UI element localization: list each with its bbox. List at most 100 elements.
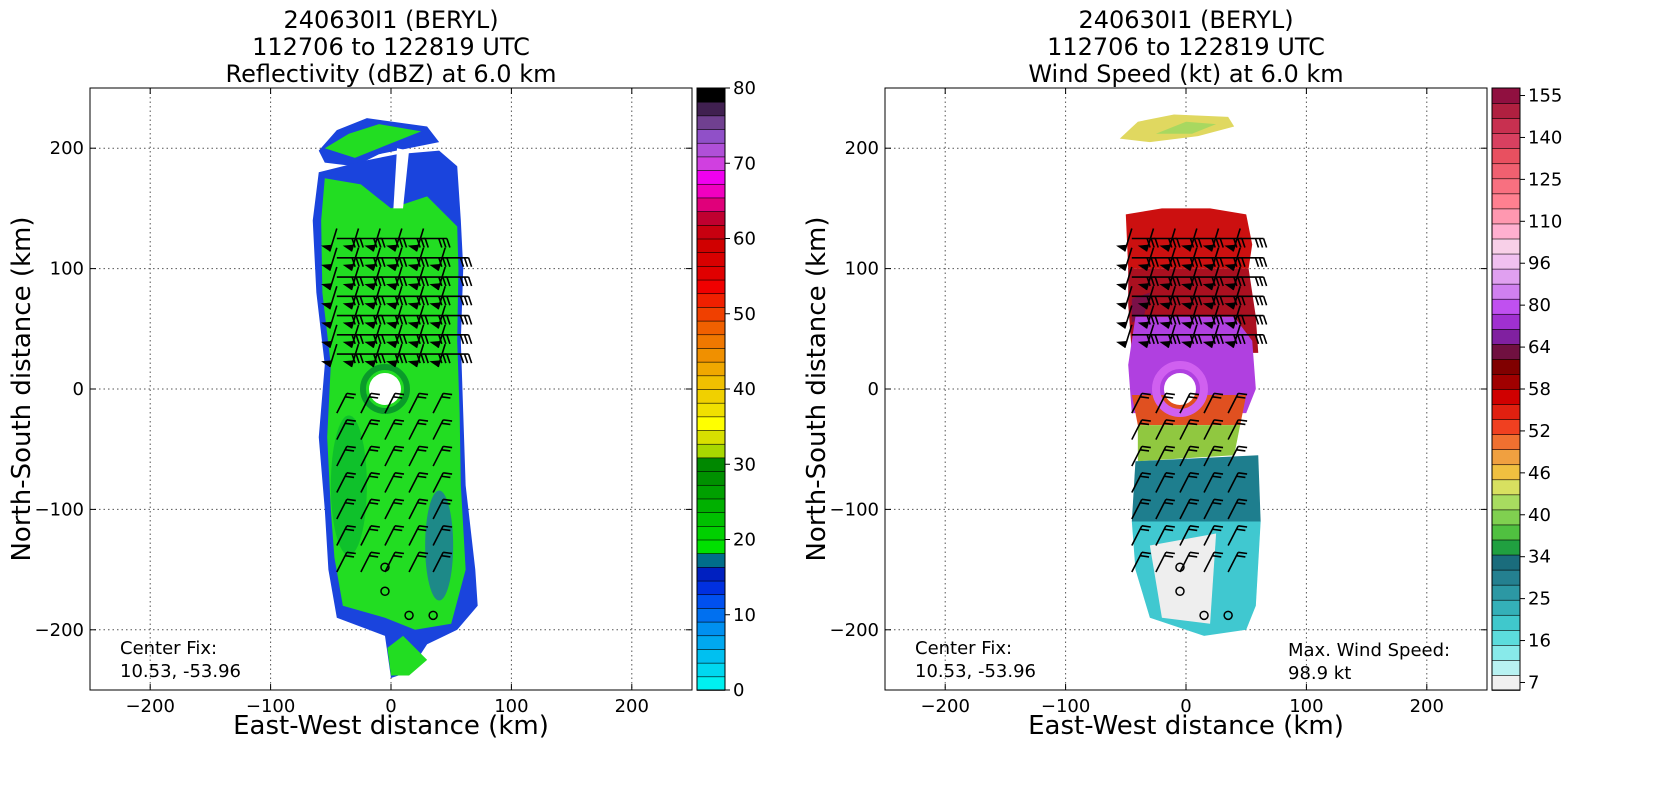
wind-barb xyxy=(1188,305,1198,329)
wind-barb-flag xyxy=(442,276,447,287)
colorbar-swatch xyxy=(1491,539,1521,556)
wind-barb-flag xyxy=(359,276,364,287)
wind-barb xyxy=(1210,286,1220,310)
wind-barb-pennant xyxy=(321,321,332,329)
wind-barb-flag xyxy=(1254,315,1260,325)
wind-barb-flag xyxy=(463,353,469,364)
wind-barb-flag xyxy=(1197,238,1203,248)
wind-barb-pennant xyxy=(1202,244,1214,252)
wind-barb-flag xyxy=(418,472,429,475)
colorbar-swatch xyxy=(696,210,726,226)
wind-barb-flag xyxy=(420,276,425,287)
colorbar-swatch xyxy=(1491,448,1521,466)
colorbar-tick-label: 7 xyxy=(1528,672,1539,693)
wind-barb-flag xyxy=(424,276,429,287)
colorbar-swatch xyxy=(696,580,726,596)
colorbar-swatch xyxy=(696,279,726,295)
wind-barb-pennant xyxy=(321,302,332,310)
wind-barb-flag xyxy=(1213,419,1224,422)
y-tick-label: 100 xyxy=(845,259,879,280)
colorbar-swatch xyxy=(696,402,726,418)
wind-barb-flag xyxy=(1197,315,1203,325)
wind-barb xyxy=(1167,228,1176,252)
wind-barb-flag xyxy=(417,422,427,426)
wind-barb-pennant xyxy=(407,341,419,348)
wind-barb-flag xyxy=(1140,396,1150,399)
wind-barb-pennant xyxy=(429,341,441,348)
colorbar-swatch xyxy=(1491,599,1521,616)
wind-barb-flag xyxy=(1193,315,1199,325)
wind-barb-flag xyxy=(1237,257,1242,268)
wind-barb-pennant xyxy=(1224,321,1236,329)
colorbar-swatch xyxy=(1491,343,1521,360)
colorbar-swatch xyxy=(696,525,726,541)
wind-barb xyxy=(1123,305,1133,329)
wind-barb-pennant xyxy=(1137,283,1149,290)
wind-barb-flag xyxy=(424,353,429,364)
wind-barb-flag xyxy=(370,472,380,475)
wind-barb-flag xyxy=(1164,396,1174,399)
wind-barb-flag xyxy=(1237,276,1242,287)
wind-barb-flag xyxy=(1238,419,1248,422)
wind-barb-flag xyxy=(1212,448,1222,452)
colorbar-swatch xyxy=(696,361,726,377)
wind-barb-flag xyxy=(467,276,473,287)
x-tick-label: 100 xyxy=(1289,696,1323,717)
wind-barb-flag xyxy=(1188,475,1198,479)
wind-barb-flag xyxy=(402,276,408,287)
wind-barb-flag xyxy=(418,525,429,528)
colorbar-swatch xyxy=(1491,478,1521,496)
wind-barb-flag xyxy=(446,276,451,287)
colorbar-swatch xyxy=(1491,117,1521,134)
x-tick-label: −200 xyxy=(125,696,174,717)
wind-barb-flag xyxy=(1154,238,1159,248)
wind-barb-flag xyxy=(1254,257,1260,268)
colorbar-swatch xyxy=(1491,674,1521,691)
colorbar-tick-label: 16 xyxy=(1528,631,1551,652)
chart-title-line: 112706 to 122819 UTC xyxy=(1047,33,1325,61)
wind-barb-flag xyxy=(442,334,447,345)
wind-barb-flag xyxy=(443,472,453,475)
wind-barb-flag xyxy=(1236,448,1246,452)
wind-barb-flag xyxy=(1150,257,1155,268)
wind-barb-flag xyxy=(1212,554,1222,558)
wind-barb xyxy=(328,247,338,271)
wind-barb-pennant xyxy=(407,244,419,252)
wind-barb-flag xyxy=(467,353,473,364)
colorbar-tick-label: 70 xyxy=(733,153,756,174)
wind-barb-flag xyxy=(1193,257,1199,268)
y-tick-label: −100 xyxy=(35,499,84,520)
chart-title-line: 240630I1 (BERYL) xyxy=(1078,6,1293,34)
wind-barb-pennant xyxy=(1159,244,1171,252)
wind-barb-flag xyxy=(1237,238,1242,248)
wind-barb-pennant xyxy=(429,264,441,271)
wind-barb-flag xyxy=(377,315,382,325)
wind-barb-flag xyxy=(1241,315,1246,325)
wind-barb-flag xyxy=(370,445,380,449)
wind-barb xyxy=(350,247,360,271)
wind-barb-pennant xyxy=(364,341,376,348)
wind-barb-flag xyxy=(441,554,451,558)
wind-barb-flag xyxy=(467,296,473,306)
colorbar-tick-label: 25 xyxy=(1528,589,1551,610)
wind-barb-flag xyxy=(1219,334,1224,345)
wind-north-band-core xyxy=(1155,121,1217,134)
colorbar-tick-label: 52 xyxy=(1528,421,1551,442)
colorbar-swatch xyxy=(1491,509,1521,526)
wind-barb-flag xyxy=(398,276,404,287)
wind-barb-flag xyxy=(1176,315,1181,325)
wind-barb-flag xyxy=(355,296,360,306)
wind-barb-pennant xyxy=(321,244,332,252)
wind-barb-pennant xyxy=(1137,321,1149,329)
y-tick-label: −100 xyxy=(830,499,879,520)
wind-barb-flag xyxy=(1212,475,1222,479)
wind-barb-flag xyxy=(420,334,425,345)
wind-barb-pennant xyxy=(386,360,397,368)
wind-barb-flag xyxy=(442,315,447,325)
wind-barb-pennant xyxy=(1181,283,1192,290)
x-axis-label: East-West distance (km) xyxy=(1028,711,1344,741)
colorbar-tick-label: 40 xyxy=(1528,505,1551,526)
wind-barb-flag xyxy=(346,392,356,396)
chart-title-line: 240630I1 (BERYL) xyxy=(283,6,498,34)
wind-barb-flag xyxy=(393,528,403,532)
